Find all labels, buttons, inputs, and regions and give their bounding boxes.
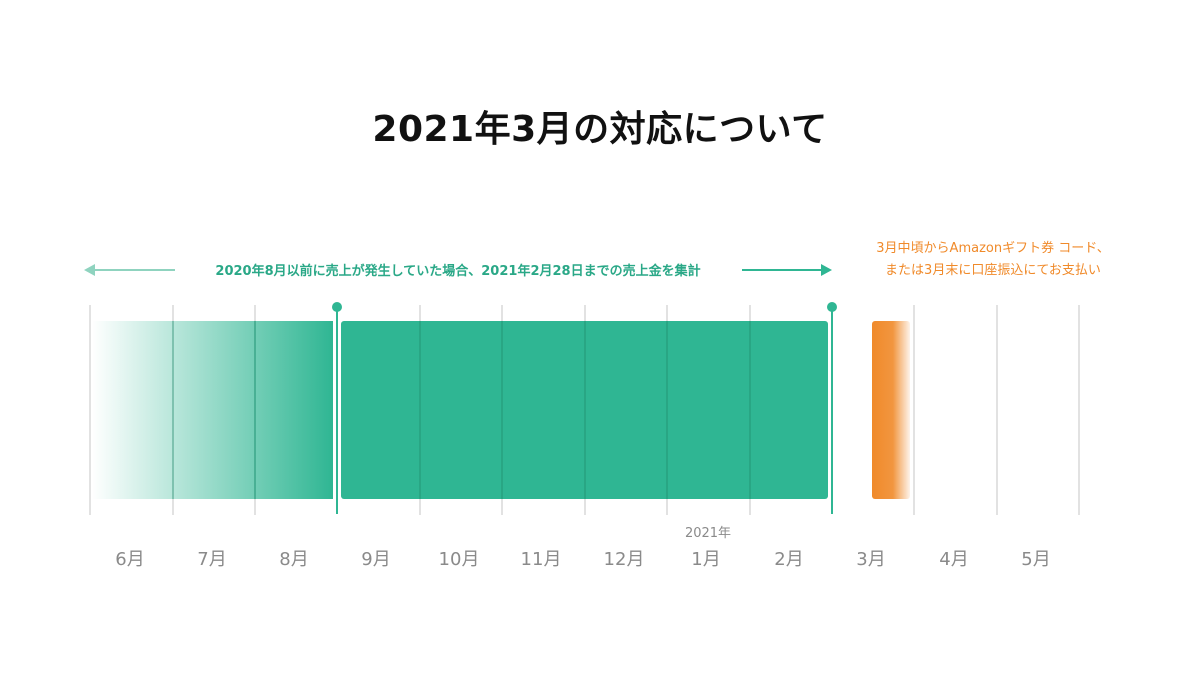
right-arrow [742, 264, 832, 276]
page-title: 2021年3月の対応について [372, 109, 828, 150]
year-label: 2021年 [685, 526, 731, 541]
month-label: 2月 [774, 549, 803, 570]
aggregation-note: 2020年8月以前に売上が発生していた場合、2021年2月28日までの売上金を集… [215, 263, 700, 279]
bar-grid-lines [172, 321, 751, 499]
month-label: 8月 [279, 549, 308, 570]
month-label: 5月 [1021, 549, 1050, 570]
period-end-marker [827, 302, 837, 514]
period-start-marker [332, 302, 342, 514]
fade-period-bar [92, 321, 333, 499]
left-arrow [84, 264, 175, 276]
month-label: 4月 [939, 549, 968, 570]
month-label: 11月 [521, 549, 562, 570]
payment-period-bar [872, 321, 910, 499]
payment-note-line2: または3月末に口座振込にてお支払い [885, 263, 1101, 278]
month-label: 9月 [361, 549, 390, 570]
month-label: 1月 [691, 549, 720, 570]
month-label: 12月 [604, 549, 645, 570]
month-label: 7月 [197, 549, 226, 570]
payment-note-line1: 3月中頃からAmazonギフト券 コード、 [876, 240, 1109, 256]
month-label: 10月 [439, 549, 480, 570]
month-label: 3月 [856, 549, 885, 570]
month-label: 6月 [115, 549, 144, 570]
